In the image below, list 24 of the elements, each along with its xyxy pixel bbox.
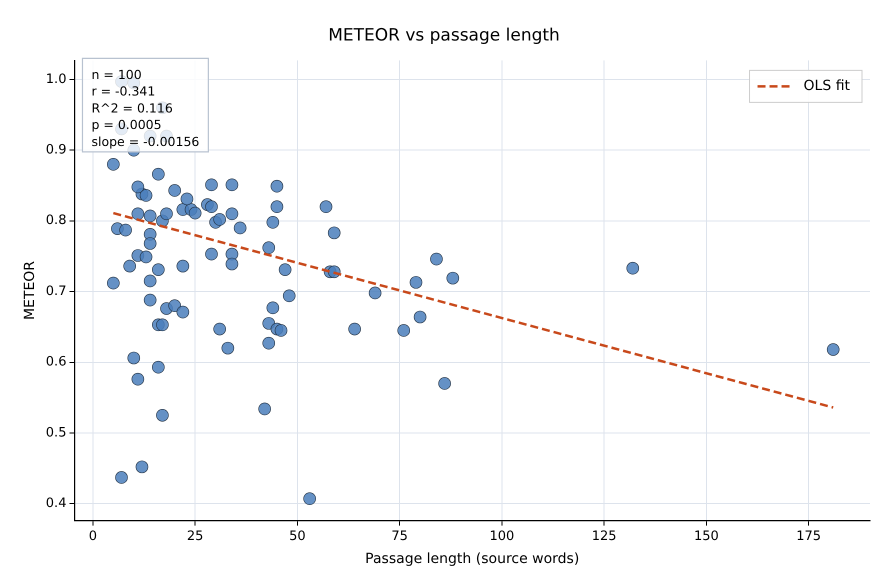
- x-tick-label: 125: [592, 528, 617, 544]
- annotation: n = 100: [91, 67, 142, 82]
- annotation: slope = -0.00156: [91, 134, 200, 149]
- x-tick-label: 50: [289, 528, 306, 544]
- y-tick-label: 0.8: [46, 213, 66, 228]
- y-tick-label: 0.6: [46, 354, 66, 370]
- y-tick-label: 1.0: [46, 72, 66, 87]
- x-tick-label: 175: [796, 528, 822, 544]
- y-tick-label: 0.7: [46, 284, 66, 299]
- x-tick-label: 0: [88, 528, 98, 544]
- x-tick-label: 100: [489, 528, 514, 544]
- x-axis-title: Passage length (source words): [365, 551, 580, 568]
- x-tick-label: 150: [694, 528, 719, 544]
- y-tick-label: 0.9: [46, 142, 66, 158]
- x-tick-label: 75: [391, 528, 408, 544]
- annotation: p = 0.0005: [91, 117, 162, 132]
- annotation: R^2 = 0.116: [91, 100, 173, 116]
- y-tick-label: 0.4: [46, 496, 66, 512]
- x-tick-label: 25: [186, 528, 204, 544]
- legend-label: OLS fit: [804, 78, 851, 94]
- chart-title: METEOR vs passage length: [328, 26, 560, 46]
- annotation: r = -0.341: [91, 84, 156, 99]
- y-axis-title: METEOR: [22, 260, 38, 320]
- y-tick-label: 0.5: [46, 425, 66, 440]
